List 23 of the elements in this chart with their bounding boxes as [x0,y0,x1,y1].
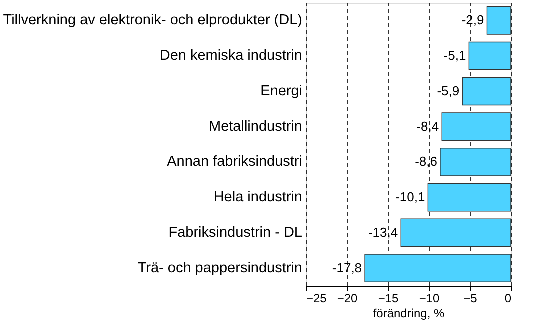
y-tick-label: Annan fabriksindustri [167,154,302,170]
x-tick-label: 0 [504,292,512,306]
x-tick-label: −15 [378,292,399,306]
x-tick-label: −25 [306,292,328,306]
data-label: -5,9 [437,83,460,98]
data-label: -2,9 [462,12,484,28]
data-label: -17,8 [332,260,362,276]
y-tick-label: Energi [260,83,302,100]
data-label: -8,6 [415,154,438,170]
x-tick-label: −20 [337,292,358,306]
data-label: -13,4 [368,224,398,240]
y-tick-label: Trä- och pappersindustrin [138,260,302,276]
y-tick-label: Metallindustrin [209,118,302,135]
x-tick-label: −5 [464,292,478,306]
y-tick-label: Tillverkning av elektronik- och elprodukter (DL) [3,12,302,29]
data-label: -5,1 [444,48,466,64]
data-label: -10,1 [396,190,426,205]
x-axis-title: förändring, % [373,306,446,320]
data-label: -8,4 [416,118,440,134]
y-tick-label: Hela industrin [214,190,302,206]
y-tick-label: Fabriksindustrin - DL [168,224,302,241]
y-tick-label: Den kemiska industrin [160,48,302,64]
x-tick-label: −10 [419,292,440,306]
